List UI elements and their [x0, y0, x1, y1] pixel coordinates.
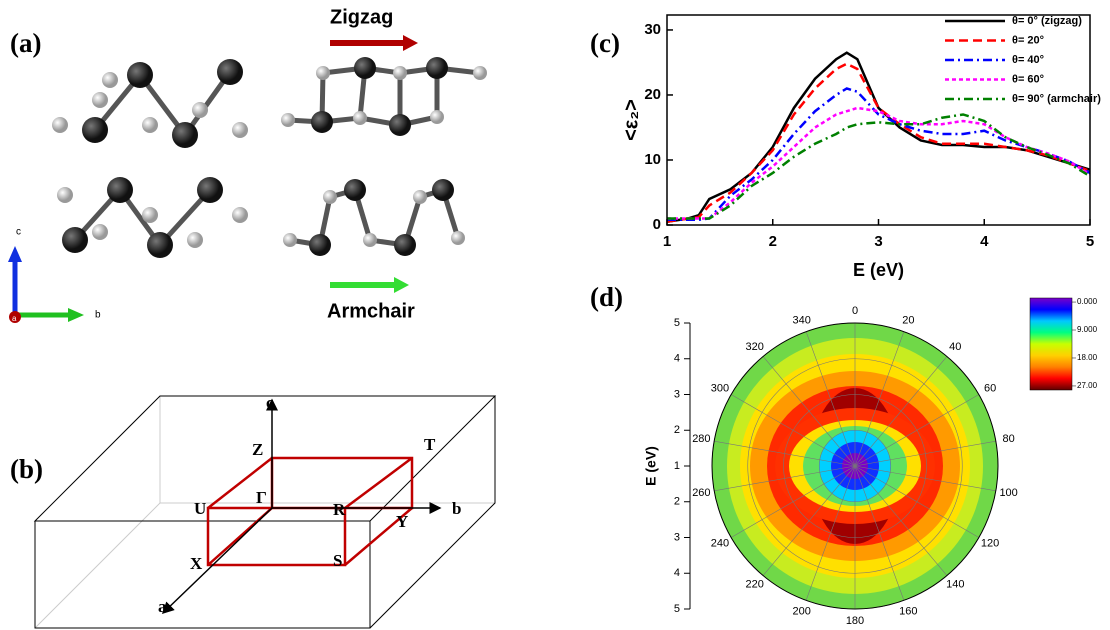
angle-label: 240: [711, 537, 729, 549]
k-label: S: [333, 551, 342, 570]
angle-label: 120: [981, 537, 999, 549]
colorbar-label: 27.00: [1077, 381, 1098, 390]
k-label: Y: [396, 512, 408, 531]
angle-label: 220: [746, 579, 764, 591]
brillouin-zone: [208, 458, 412, 565]
y-tick-label: 20: [644, 86, 661, 103]
r-tick-label: 2: [674, 424, 680, 436]
k-label: R: [333, 500, 346, 519]
angle-label: 340: [792, 314, 810, 326]
angle-label: 320: [746, 341, 764, 353]
k-label: U: [194, 499, 206, 518]
y-tick-label: 30: [644, 21, 661, 38]
panel-label: (a): [10, 28, 41, 58]
panel-label: (d): [590, 282, 623, 312]
armchair-arrow-head: [394, 277, 409, 293]
armchair-label: Armchair: [327, 300, 415, 322]
angle-label: 180: [846, 615, 864, 627]
y-tick-label: 0: [653, 216, 661, 233]
zigzag-label: Zigzag: [330, 6, 393, 28]
molecule: [75, 68, 480, 245]
angle-label: 200: [792, 606, 810, 618]
r-tick-label: 4: [674, 353, 680, 365]
panel-label: (b): [10, 454, 43, 484]
angle-label: 160: [899, 606, 917, 618]
series-line: [667, 64, 1090, 222]
angle-label: 80: [1003, 433, 1015, 445]
angle-label: 20: [902, 314, 914, 326]
r-tick-label: 2: [674, 496, 680, 508]
angle-label: 280: [692, 433, 710, 445]
atoms: [52, 57, 487, 258]
r-tick-label: 3: [674, 388, 680, 400]
axis-label: b: [95, 310, 101, 321]
y-axis-title: <ε₂>: [620, 99, 642, 141]
x-axis-title: E (eV): [853, 260, 904, 280]
y-axis-title: E (eV): [643, 446, 659, 486]
angle-label: 100: [999, 487, 1017, 499]
x-tick-label: 2: [769, 233, 777, 250]
k-label: T: [424, 435, 436, 454]
x-tick-label: 5: [1086, 233, 1094, 250]
axis-label: c: [16, 227, 21, 238]
angle-label: 300: [711, 382, 729, 394]
angle-label: 260: [692, 487, 710, 499]
r-tick-label: 4: [674, 567, 680, 579]
angle-label: 0: [852, 305, 858, 317]
axis-c-head: [8, 246, 22, 262]
figure: (a) Zigzag Armchair c b a (b) c Z T U Γ …: [0, 0, 1110, 630]
colorbar-label: 18.00: [1077, 353, 1098, 362]
angle-label: 40: [949, 341, 961, 353]
x-tick-label: 1: [663, 233, 671, 250]
y-tick-label: 10: [644, 151, 661, 168]
x-tick-label: 4: [980, 233, 989, 250]
r-tick-label: 5: [674, 603, 680, 615]
axis-label: a: [12, 314, 17, 323]
legend-label: θ= 40°: [1012, 54, 1044, 66]
legend-label: θ= 20°: [1012, 34, 1044, 46]
k-label: X: [190, 554, 203, 573]
panel-label: (c): [590, 28, 620, 58]
colorbar: [1030, 298, 1072, 390]
k-label: Γ: [256, 488, 267, 507]
cell-box: [35, 396, 495, 628]
angle-label: 140: [946, 579, 964, 591]
zigzag-arrow-head: [403, 35, 418, 51]
angle-label: 60: [984, 382, 996, 394]
axis-b-head: [68, 308, 84, 322]
colorbar-label: 9.000: [1077, 325, 1098, 334]
colorbar-label: 0.000: [1077, 297, 1098, 306]
r-tick-label: 1: [674, 460, 680, 472]
k-label: Z: [252, 440, 263, 459]
legend-label: θ= 60°: [1012, 73, 1044, 85]
legend-label: θ= 0° (zigzag): [1012, 15, 1082, 27]
legend-label: θ= 90° (armchair): [1012, 93, 1101, 105]
r-tick-label: 3: [674, 531, 680, 543]
series-line: [667, 108, 1090, 219]
r-tick-label: 5: [674, 317, 680, 329]
k-label: c: [266, 393, 274, 412]
k-label: b: [452, 499, 461, 518]
k-label: a: [158, 597, 167, 616]
x-tick-label: 3: [874, 233, 882, 250]
series-line: [667, 114, 1090, 218]
